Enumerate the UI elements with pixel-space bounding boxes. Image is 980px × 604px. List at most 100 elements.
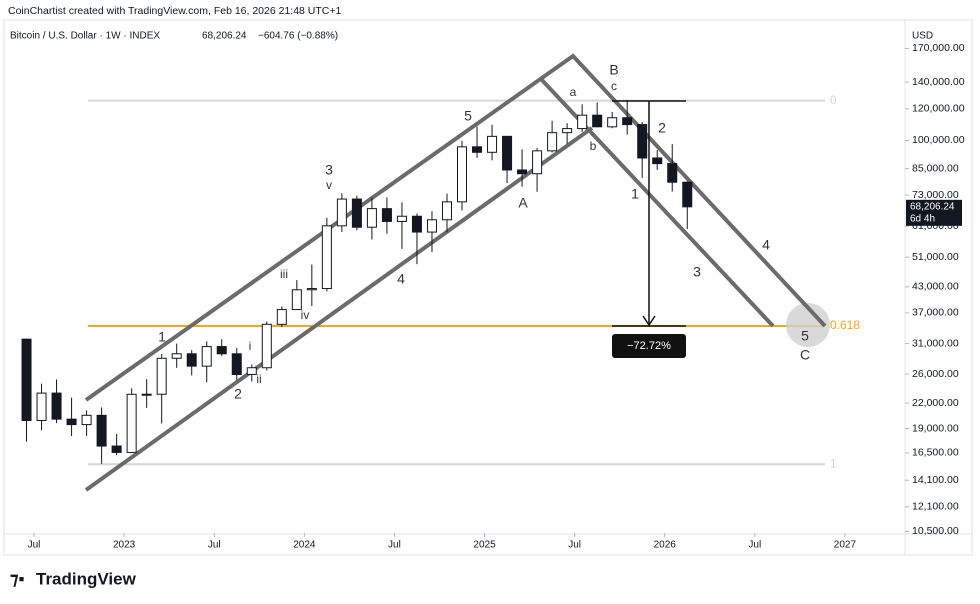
candle-body (547, 132, 558, 152)
y-tick-label: 43,000.00 (912, 281, 959, 293)
candle-body (411, 215, 422, 233)
x-tick-label: Jul (568, 540, 581, 551)
y-tick-label: 170,000.00 (912, 42, 965, 54)
candle-body (231, 353, 242, 375)
arrow-head (642, 315, 656, 327)
y-tick-label: 100,000.00 (912, 134, 965, 146)
measure-box (612, 334, 686, 358)
last-price: 68,206.24 (202, 31, 247, 42)
candle-body (682, 181, 693, 208)
x-tick-label: Jul (208, 540, 221, 551)
wave-label: 3 (693, 264, 701, 280)
wave-label: c (611, 79, 617, 93)
y-tick-label: 26,000.00 (912, 368, 959, 380)
candle-body (81, 414, 92, 426)
candle-body (637, 124, 648, 159)
y-tick-label: 120,000.00 (912, 103, 965, 115)
credit: CoinChartist created with TradingView.co… (8, 5, 342, 17)
price-tag-countdown: 6d 4h (910, 213, 935, 224)
x-tick-label: 2026 (654, 540, 677, 551)
candle-body (667, 163, 678, 183)
logo-mark: ⁊▪ (10, 569, 24, 588)
upper-channel (84, 53, 827, 402)
wave-label: 3 (325, 162, 333, 178)
candle-body (592, 114, 603, 128)
y-tick-label: 51,000.00 (912, 251, 959, 263)
wave-label: v (326, 178, 332, 192)
fib: 0 0.618 1 (88, 93, 860, 470)
change: −604.76 (−0.88%) (258, 31, 338, 42)
candle-body (216, 346, 227, 355)
candle-body (21, 338, 32, 421)
axes: 170,000.00 140,000.00 120,000.00 100,000.00… (28, 42, 965, 550)
candle-body (517, 169, 528, 175)
logo-text: TradingView (36, 569, 137, 588)
x-tick-label: Jul (748, 540, 761, 551)
fib-label: 0.618 (830, 318, 860, 332)
wave-label: B (609, 62, 618, 78)
candle-body (306, 288, 317, 291)
x-tick-label: 2024 (293, 540, 316, 551)
lower-channel (84, 126, 594, 492)
candle-body (171, 353, 182, 359)
wave-label: iv (301, 308, 310, 322)
price-tag: 68,206.24 6d 4h (906, 199, 962, 226)
y-tick-label: 12,100.00 (912, 501, 959, 513)
candle-body (276, 309, 287, 325)
candle-body (291, 289, 302, 311)
candle-body (441, 201, 452, 221)
candle-body (111, 445, 122, 453)
wave-label: 1 (631, 186, 639, 202)
candle-body (426, 219, 437, 233)
candle-body (562, 128, 573, 134)
candle-body (336, 198, 347, 227)
wave-label: 1 (158, 329, 166, 345)
target-circle (786, 303, 830, 347)
candle-body (66, 418, 77, 426)
y-tick-label: 37,000.00 (912, 307, 959, 319)
wave-label: 4 (762, 237, 770, 253)
y-tick-label: 10,500.00 (912, 525, 959, 537)
y-tick-label: 22,000.00 (912, 397, 959, 409)
wave-label: iii (280, 267, 288, 281)
candle-body (607, 117, 618, 128)
wave-label: 5 (464, 108, 472, 124)
fib-label: 1 (830, 456, 837, 470)
candle-body (366, 208, 377, 228)
candle-body (457, 146, 468, 203)
wave-label: 5 (801, 328, 809, 344)
y-tick-label: 140,000.00 (912, 76, 965, 88)
y-tick-label: 31,000.00 (912, 337, 959, 349)
y-tick-label: 16,500.00 (912, 447, 959, 459)
candle-body (622, 117, 633, 126)
measure: −72.72% (612, 100, 686, 358)
wave-label: 2 (234, 386, 242, 402)
candle-body (532, 150, 543, 175)
wave-label: 4 (397, 271, 405, 287)
fib-label: 0 (830, 93, 837, 107)
candle-body (186, 353, 197, 367)
wave-label: A (518, 195, 528, 211)
wave-labels: 1 2 3 v 4 5 i ii iii iv a b c B A 1 2 3 … (158, 62, 810, 402)
candle-body (321, 225, 332, 290)
candle-body (487, 135, 498, 153)
candle-body (577, 114, 588, 130)
y-tick-label: 85,000.00 (912, 162, 959, 174)
y-tick-label: 19,000.00 (912, 422, 959, 434)
price-tag-value: 68,206.24 (910, 201, 955, 212)
wave-label: i (249, 339, 252, 353)
candle-body (156, 357, 167, 395)
y-tick-label: 73,000.00 (912, 189, 959, 201)
candles (21, 100, 693, 464)
y-tick-label: 14,100.00 (912, 474, 959, 486)
measure-label: −72.72% (627, 340, 671, 352)
wave-label: ii (256, 372, 261, 386)
x-tick-label: Jul (28, 540, 41, 551)
candle-body (381, 208, 392, 222)
candle-body (472, 146, 483, 153)
candle-body (96, 414, 107, 447)
wave-label: 2 (658, 120, 666, 136)
x-tick-label: 2025 (473, 540, 496, 551)
logo: ⁊▪ TradingView (10, 569, 137, 588)
